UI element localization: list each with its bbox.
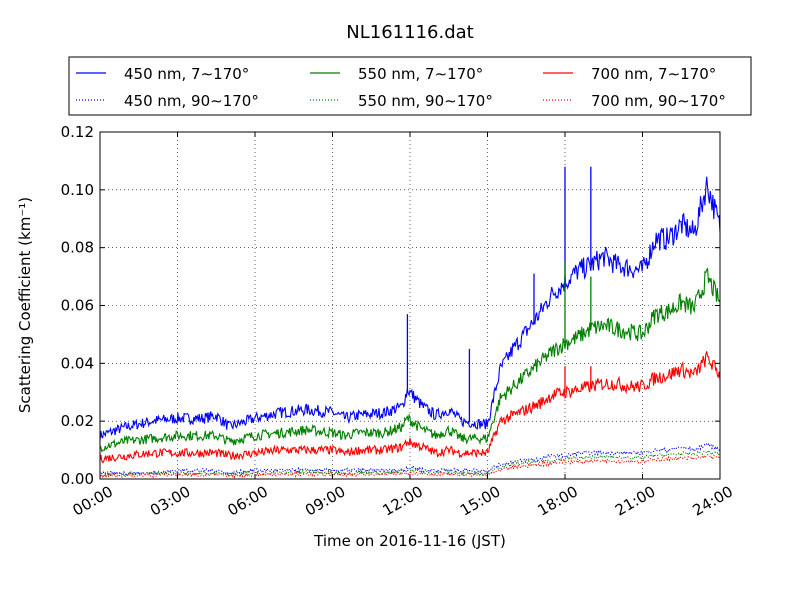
legend-box [68,56,752,116]
y-axis-label: Scattering Coefficient (km⁻¹) [16,197,34,413]
x-tick-label: 09:00 [302,482,348,519]
x-tick-label: 06:00 [225,482,271,519]
x-tick-label: 03:00 [147,482,193,519]
x-tick-label: 21:00 [612,482,658,519]
series-line-550-nm-7-170- [99,267,721,453]
legend: 450 nm, 7∼170° 550 nm, 7∼170° 700 nm, 7∼17… [68,56,752,116]
x-tick-label: 24:00 [690,482,736,519]
y-tick-label: 0.00 [61,470,94,488]
y-tick-label: 0.04 [61,354,94,372]
legend-entry-label: 550 nm, 7∼170° [358,65,483,83]
grid [100,132,720,479]
series-layer [99,166,721,480]
series-line-450-nm-90-170- [99,442,721,477]
y-tick-label: 0.10 [61,181,94,199]
y-tick-label: 0.02 [61,412,94,430]
y-tick-label: 0.08 [61,239,94,257]
legend-entry-label: 550 nm, 90∼170° [358,92,493,110]
series-line-550-nm-90-170- [99,448,721,478]
x-axis-label: Time on 2016-11-16 (JST) [313,532,506,550]
chart-title: NL161116.dat [346,22,473,43]
series-line-450-nm-7-170- [99,176,721,441]
x-tick-label: 12:00 [380,482,426,519]
series-line-700-nm-7-170- [99,351,721,464]
y-tick-label: 0.06 [61,297,94,315]
y-tick-label: 0.12 [61,123,94,141]
legend-entry-label: 450 nm, 90∼170° [124,92,259,110]
x-tick-label: 15:00 [457,482,503,519]
legend-entry-label: 450 nm, 7∼170° [124,65,249,83]
x-tick-label: 18:00 [535,482,581,519]
legend-entry-label: 700 nm, 7∼170° [591,65,716,83]
legend-entry-label: 700 nm, 90∼170° [591,92,726,110]
